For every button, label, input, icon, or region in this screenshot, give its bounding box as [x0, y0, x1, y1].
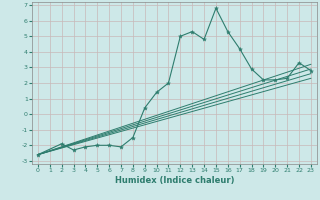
X-axis label: Humidex (Indice chaleur): Humidex (Indice chaleur) [115, 176, 234, 185]
